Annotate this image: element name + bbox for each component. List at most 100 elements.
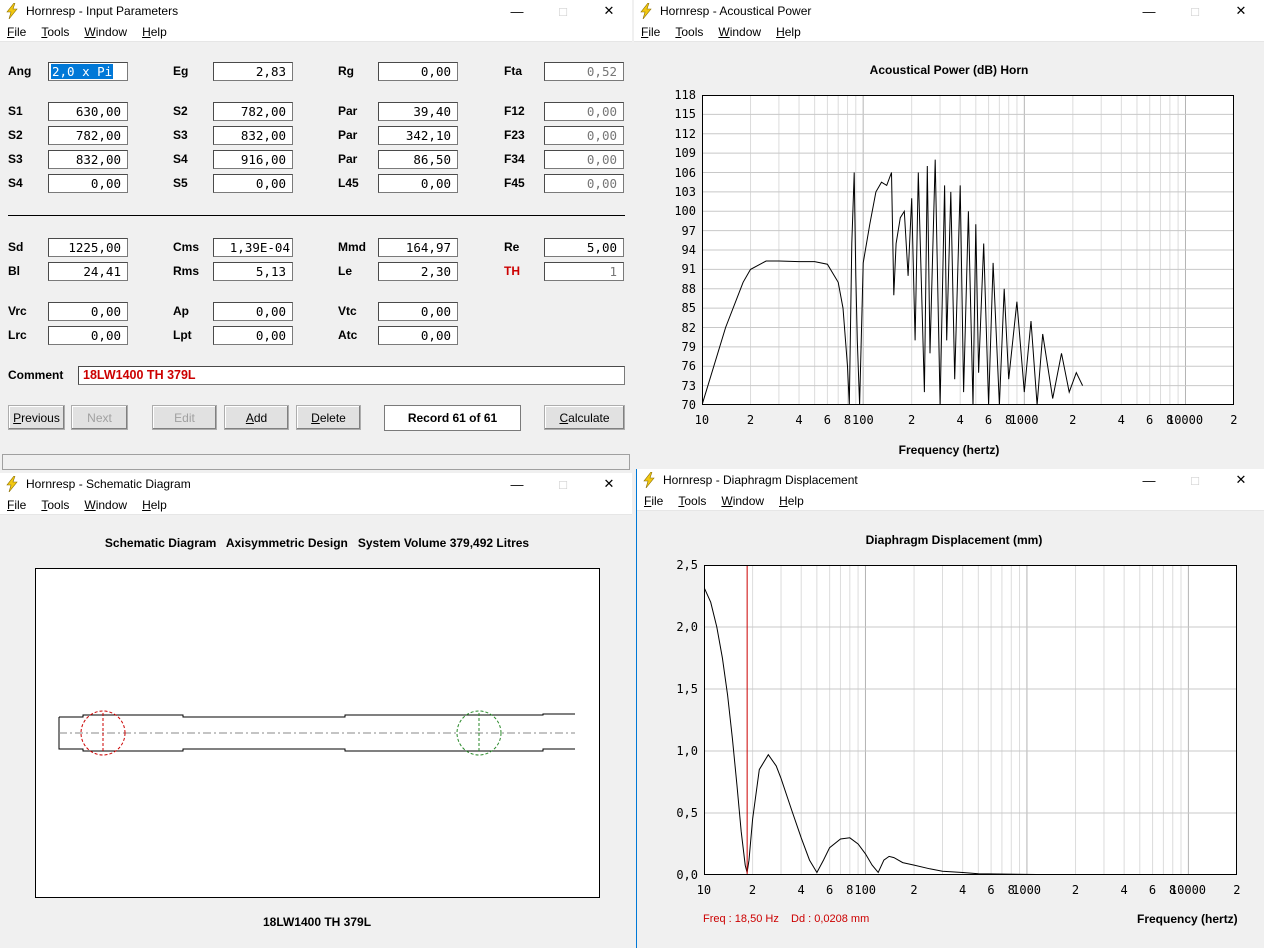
menu-file[interactable]: File (644, 493, 664, 508)
add-button[interactable]: Add (224, 405, 289, 430)
label-lpt: Lpt (173, 328, 192, 342)
menu-tools[interactable]: Tools (675, 24, 704, 39)
s2-field[interactable]: 782,00 (48, 126, 128, 145)
menu-tools[interactable]: Tools (678, 493, 707, 508)
titlebar[interactable]: Hornresp - Diaphragm Displacement — □ ✕ (637, 469, 1264, 491)
close-button[interactable]: ✕ (603, 3, 615, 18)
s1-field[interactable]: 630,00 (48, 102, 128, 121)
menu-help[interactable]: Help (779, 493, 804, 508)
close-button[interactable]: ✕ (1235, 3, 1247, 18)
menu-file[interactable]: File (7, 24, 27, 39)
comment-field[interactable]: 18LW1400 TH 379L (78, 366, 625, 385)
delete-button[interactable]: Delete (296, 405, 361, 430)
fta-field[interactable]: 0,52 (544, 62, 624, 81)
le-field[interactable]: 2,30 (378, 262, 458, 281)
ap-field[interactable]: 0,00 (213, 302, 293, 321)
re-field[interactable]: 5,00 (544, 238, 624, 257)
titlebar[interactable]: Hornresp - Schematic Diagram — □ ✕ (0, 473, 632, 495)
window-title: Hornresp - Schematic Diagram (26, 477, 191, 491)
menu-window[interactable]: Window (718, 24, 762, 39)
menu-window[interactable]: Window (721, 493, 765, 508)
lrc-field[interactable]: 0,00 (48, 326, 128, 345)
minimize-button[interactable]: — (510, 3, 524, 19)
label-cms: Cms (173, 240, 200, 254)
mmd-field[interactable]: 164,97 (378, 238, 458, 257)
minimize-button[interactable]: — (510, 476, 524, 492)
close-button[interactable]: ✕ (603, 476, 615, 491)
hornresp-bolt-icon (640, 3, 652, 19)
ang-field[interactable]: 2,0 x Pi (48, 62, 128, 81)
close-button[interactable]: ✕ (1235, 472, 1247, 487)
th-field[interactable]: 1 (544, 262, 624, 281)
lpt-field[interactable]: 0,00 (213, 326, 293, 345)
menu-help[interactable]: Help (776, 24, 801, 39)
schematic-diagram[interactable] (35, 568, 600, 898)
label-f45: F45 (504, 176, 525, 190)
calculate-button[interactable]: Calculate (544, 405, 625, 430)
f34-field[interactable]: 0,00 (544, 150, 624, 169)
cms-field[interactable]: 1,39E-04 (213, 238, 293, 257)
label-s4: S4 (8, 176, 23, 190)
x-tick-label: 100 (852, 413, 874, 427)
vtc-field[interactable]: 0,00 (378, 302, 458, 321)
titlebar[interactable]: Hornresp - Acoustical Power — □ ✕ (634, 0, 1264, 22)
x-tick-label: 8 (1169, 883, 1177, 897)
f12-field[interactable]: 0,00 (544, 102, 624, 121)
minimize-button[interactable]: — (1142, 472, 1156, 488)
x-tick-label: 10000 (1166, 413, 1204, 427)
menu-help[interactable]: Help (142, 497, 167, 512)
menu-tools[interactable]: Tools (41, 24, 70, 39)
vrc-field[interactable]: 0,00 (48, 302, 128, 321)
diaphragm-displacement-plot[interactable] (704, 565, 1237, 875)
menubar: File Tools Window Help (0, 22, 632, 42)
schematic-footer: 18LW1400 TH 379L (262, 915, 372, 929)
record-counter-text: Record 61 of 61 (407, 411, 498, 425)
f23-field[interactable]: 0,00 (544, 126, 624, 145)
menu-file[interactable]: File (7, 497, 27, 512)
par1-field[interactable]: 39,40 (378, 102, 458, 121)
bl-field[interactable]: 24,41 (48, 262, 128, 281)
plot-frame (702, 95, 1234, 405)
y-tick-label: 76 (681, 359, 696, 374)
label-sd: Sd (8, 240, 24, 254)
label-s2b: S2 (173, 104, 188, 118)
menu-help[interactable]: Help (142, 24, 167, 39)
titlebar[interactable]: Hornresp - Input Parameters — □ ✕ (0, 0, 632, 22)
label-par1: Par (338, 104, 358, 118)
menu-window[interactable]: Window (84, 497, 128, 512)
menu-file[interactable]: File (641, 24, 661, 39)
f45-field[interactable]: 0,00 (544, 174, 624, 193)
eg-field[interactable]: 2,83 (213, 62, 293, 81)
y-tick-label: 79 (681, 339, 696, 354)
menu-window[interactable]: Window (84, 24, 128, 39)
previous-button[interactable]: Previous (8, 405, 65, 430)
maximize-button[interactable]: □ (1191, 472, 1199, 488)
maximize-button[interactable]: □ (559, 476, 567, 492)
menu-tools[interactable]: Tools (41, 497, 70, 512)
s4b-field[interactable]: 916,00 (213, 150, 293, 169)
rg-field[interactable]: 0,00 (378, 62, 458, 81)
s4-field[interactable]: 0,00 (48, 174, 128, 193)
sd-field[interactable]: 1225,00 (48, 238, 128, 257)
plot-background (704, 565, 1237, 875)
minimize-button[interactable]: — (1142, 3, 1156, 19)
next-button[interactable]: Next (71, 405, 128, 430)
par3-field[interactable]: 86,50 (378, 150, 458, 169)
s2b-field[interactable]: 782,00 (213, 102, 293, 121)
label-s3b: S3 (173, 128, 188, 142)
l45-field[interactable]: 0,00 (378, 174, 458, 193)
s3-field[interactable]: 832,00 (48, 150, 128, 169)
maximize-button[interactable]: □ (1191, 3, 1199, 19)
label-le: Le (338, 264, 353, 278)
acoustical-power-plot[interactable] (702, 95, 1234, 405)
s5-field[interactable]: 0,00 (213, 174, 293, 193)
maximize-button[interactable]: □ (559, 3, 567, 19)
s3b-field[interactable]: 832,00 (213, 126, 293, 145)
series-line (702, 159, 1084, 405)
rms-field[interactable]: 5,13 (213, 262, 293, 281)
edit-button[interactable]: Edit (152, 405, 217, 430)
par2-field[interactable]: 342,10 (378, 126, 458, 145)
x-tick-label: 6 (823, 413, 831, 427)
y-tick-label: 85 (681, 301, 696, 316)
atc-field[interactable]: 0,00 (378, 326, 458, 345)
